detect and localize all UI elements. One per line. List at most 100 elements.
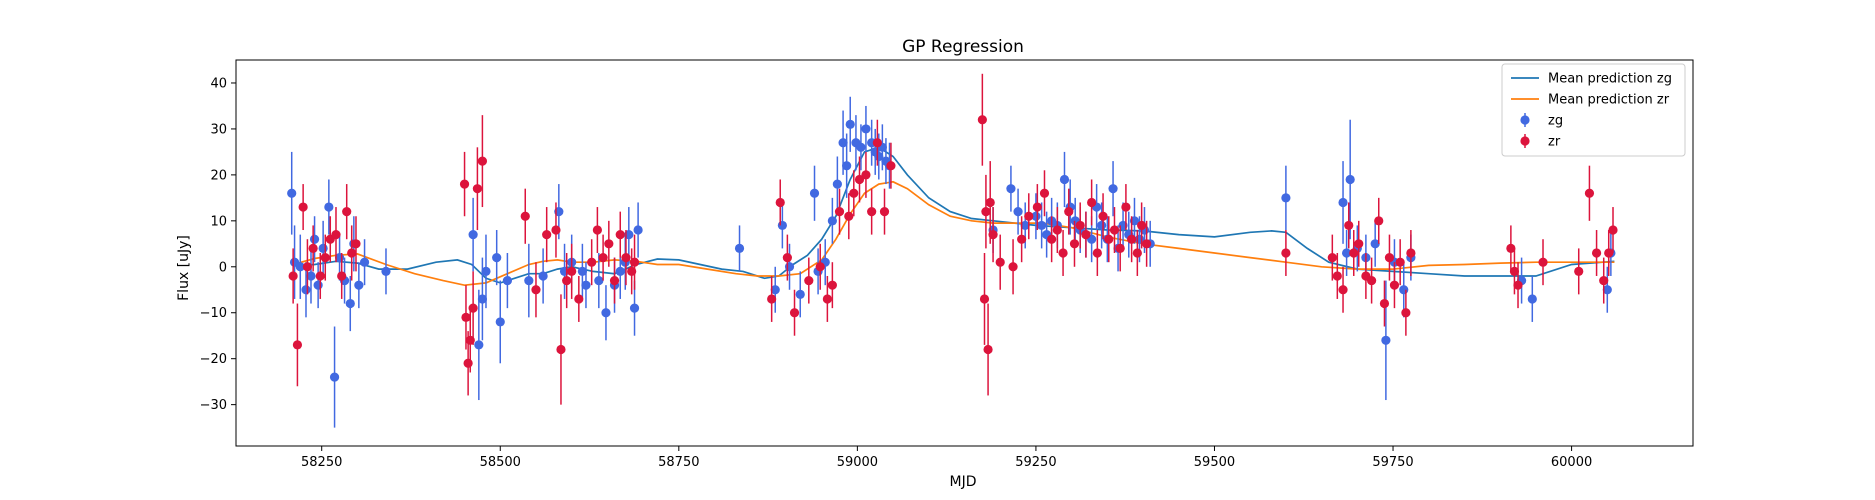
- point-zg: [477, 294, 488, 304]
- point-zg: [1037, 220, 1047, 231]
- point-zr: [827, 280, 837, 290]
- point-zr: [861, 170, 871, 180]
- point-zg: [1602, 285, 1612, 295]
- point-zr: [292, 340, 303, 350]
- point-zr: [1024, 211, 1034, 221]
- point-zr: [1127, 234, 1137, 244]
- point-zr: [775, 197, 785, 208]
- plot-frame: [235, 59, 1694, 447]
- point-zr: [347, 248, 357, 258]
- chart-title: GP Regression: [902, 37, 1024, 57]
- point-zr: [1379, 298, 1390, 309]
- legend-marker-zg: [1520, 115, 1530, 125]
- point-zr: [1132, 248, 1142, 258]
- y-tick-label: 20: [210, 168, 227, 183]
- point-zg: [481, 266, 491, 276]
- x-tick-label: 59250: [1015, 455, 1056, 470]
- point-zg: [1013, 207, 1023, 217]
- point-zr: [1591, 248, 1602, 258]
- y-tick-label: 40: [210, 76, 227, 91]
- point-zg: [629, 303, 640, 313]
- x-tick-label: 58750: [658, 455, 699, 470]
- x-tick-label: 59750: [1372, 455, 1413, 470]
- point-zg: [856, 142, 866, 152]
- y-tick-label: −30: [200, 398, 227, 413]
- point-zr: [767, 294, 777, 304]
- point-zr: [822, 294, 832, 304]
- x-axis-label: MJD: [950, 474, 977, 490]
- point-zr: [834, 207, 845, 217]
- point-zg: [734, 243, 745, 254]
- point-zr: [1098, 211, 1108, 221]
- point-zg: [861, 124, 871, 134]
- point-zg: [306, 271, 316, 281]
- point-zg: [474, 340, 484, 350]
- point-zg: [324, 202, 334, 212]
- point-zr: [1367, 275, 1377, 286]
- point-zr: [472, 184, 483, 194]
- point-zr: [872, 138, 882, 148]
- point-zg: [354, 280, 364, 290]
- point-zr: [1354, 239, 1364, 249]
- x-tick-label: 59500: [1194, 455, 1235, 470]
- point-zr: [1327, 252, 1337, 263]
- point-zg: [615, 266, 625, 276]
- point-zg: [495, 317, 505, 327]
- point-zr: [782, 252, 792, 263]
- legend-label-zr: zr: [1548, 135, 1561, 150]
- y-tick-label: 10: [210, 214, 227, 229]
- point-zr: [342, 207, 352, 217]
- y-tick-label: −10: [200, 306, 227, 321]
- point-zr: [598, 252, 608, 263]
- point-zr: [587, 257, 597, 267]
- point-zg: [581, 280, 591, 290]
- x-tick-label: 58500: [480, 455, 521, 470]
- point-zg: [1342, 248, 1352, 258]
- series-zr: [288, 73, 1618, 405]
- point-zg: [795, 289, 805, 299]
- point-zg: [838, 138, 848, 148]
- point-zr: [1584, 188, 1595, 198]
- y-tick-label: 30: [210, 122, 227, 137]
- point-zg: [842, 161, 852, 171]
- point-zr: [886, 161, 896, 171]
- point-zr: [308, 243, 318, 254]
- point-zr: [461, 312, 471, 322]
- point-zg: [784, 262, 795, 272]
- point-zr: [849, 188, 859, 198]
- point-zg: [468, 230, 478, 240]
- point-zr: [867, 207, 877, 217]
- point-zr: [1338, 285, 1348, 295]
- point-zg: [538, 271, 548, 281]
- point-zr: [604, 239, 614, 249]
- point-zr: [531, 285, 541, 295]
- point-zr: [1081, 230, 1091, 240]
- point-zr: [574, 294, 584, 304]
- point-zr: [1064, 207, 1074, 217]
- point-zr: [1047, 234, 1057, 244]
- point-zr: [320, 252, 330, 263]
- point-zr: [789, 308, 800, 318]
- point-zr: [556, 344, 566, 355]
- point-zr: [1608, 225, 1618, 235]
- point-zg: [594, 275, 604, 286]
- point-zr: [1069, 239, 1080, 249]
- point-zr: [315, 271, 325, 281]
- point-zg: [827, 216, 837, 226]
- point-zg: [1031, 211, 1041, 221]
- point-zr: [1087, 197, 1097, 208]
- point-zg: [1527, 294, 1537, 304]
- y-tick-label: 0: [219, 260, 227, 275]
- point-zg: [1399, 285, 1409, 295]
- point-zr: [592, 225, 602, 235]
- point-zr: [337, 271, 347, 281]
- point-zr: [844, 211, 854, 221]
- point-zr: [629, 257, 640, 267]
- point-zr: [520, 211, 530, 221]
- point-zr: [1599, 275, 1609, 286]
- point-zg: [502, 275, 513, 286]
- y-tick-label: −20: [200, 352, 227, 367]
- point-zr: [879, 207, 890, 217]
- point-zr: [1604, 248, 1614, 258]
